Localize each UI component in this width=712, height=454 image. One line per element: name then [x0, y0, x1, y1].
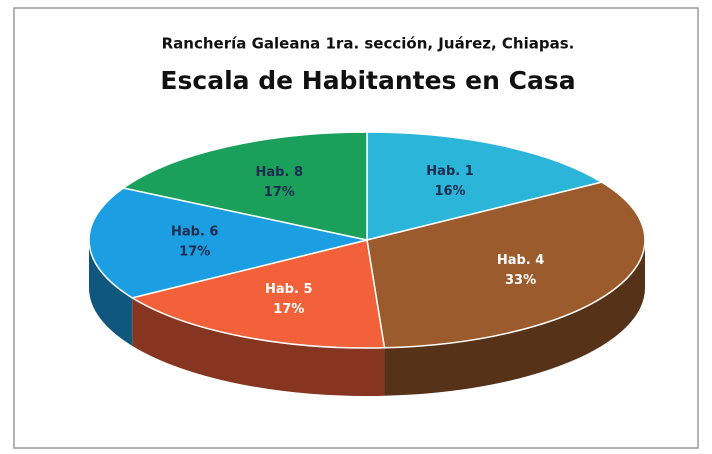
chart-title: Escala de Habitantes en Casa: [160, 66, 575, 95]
chart-subtitle: Ranchería Galeana 1ra. sección, Juárez, …: [162, 35, 575, 53]
slice-value-label: 17%: [179, 245, 210, 260]
slice: [366, 131, 604, 241]
slice-value-label: 17%: [273, 302, 304, 317]
slice-category-label: Hab. 8: [256, 165, 303, 180]
pie-labels: Hab. 1 16% Hab. 4 33% Hab. 5 17% Hab. 6 17% Hab.…: [171, 164, 544, 317]
slice-side: [132, 297, 385, 396]
slice-value-label: 17%: [264, 185, 295, 200]
slice-side: [89, 240, 133, 346]
slice-category-label: Hab. 6: [171, 225, 218, 240]
slice: [121, 131, 368, 241]
slice-value-label: 16%: [434, 184, 465, 199]
pie-tops: [88, 131, 646, 349]
slice-side: [384, 240, 645, 396]
slice-category-label: Hab. 5: [265, 282, 312, 297]
slice-category-label: Hab. 4: [497, 253, 544, 268]
pie-sides: [89, 240, 645, 396]
slice: [366, 181, 646, 349]
slice: [130, 239, 386, 349]
slice-category-label: Hab. 1: [426, 164, 473, 179]
slice-value-label: 33%: [505, 273, 536, 288]
slice: [88, 187, 368, 299]
